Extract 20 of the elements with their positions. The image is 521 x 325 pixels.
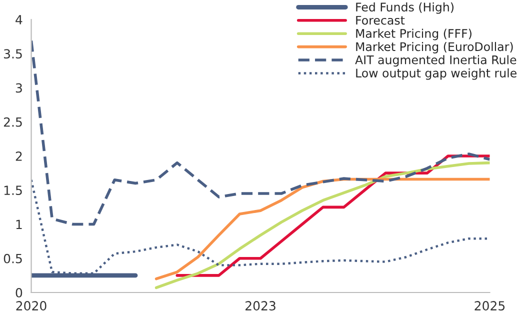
y-tick-label: 4 [16,15,22,24]
legend-label: Market Pricing (FFF) [356,28,472,40]
y-tick-label: 0.5 [4,254,22,264]
line-series [154,161,490,290]
y-tick-label: 2 [16,151,22,161]
x-tick-label: 2020 [16,301,46,311]
y-tick-label: 3.5 [4,49,22,59]
legend-label: Forecast [356,16,405,25]
x-tick-label: 2025 [474,301,505,311]
y-tick-label: 1 [16,220,22,229]
y-tick-label: 2.5 [4,117,22,127]
legend-label: Market Pricing (EuroDollar) [356,42,513,54]
y-tick-label: 3 [16,83,22,93]
legend-label: Fed Funds (High) [356,2,454,14]
x-tick-label: 2023 [246,301,276,311]
legend-label: Low output gap weight rule [356,68,516,80]
line-series [31,178,490,274]
y-tick-label: 0 [16,288,22,298]
y-tick-label: 1.5 [4,186,22,196]
legend-label: AIT augmented Inertia Rule [355,55,516,67]
